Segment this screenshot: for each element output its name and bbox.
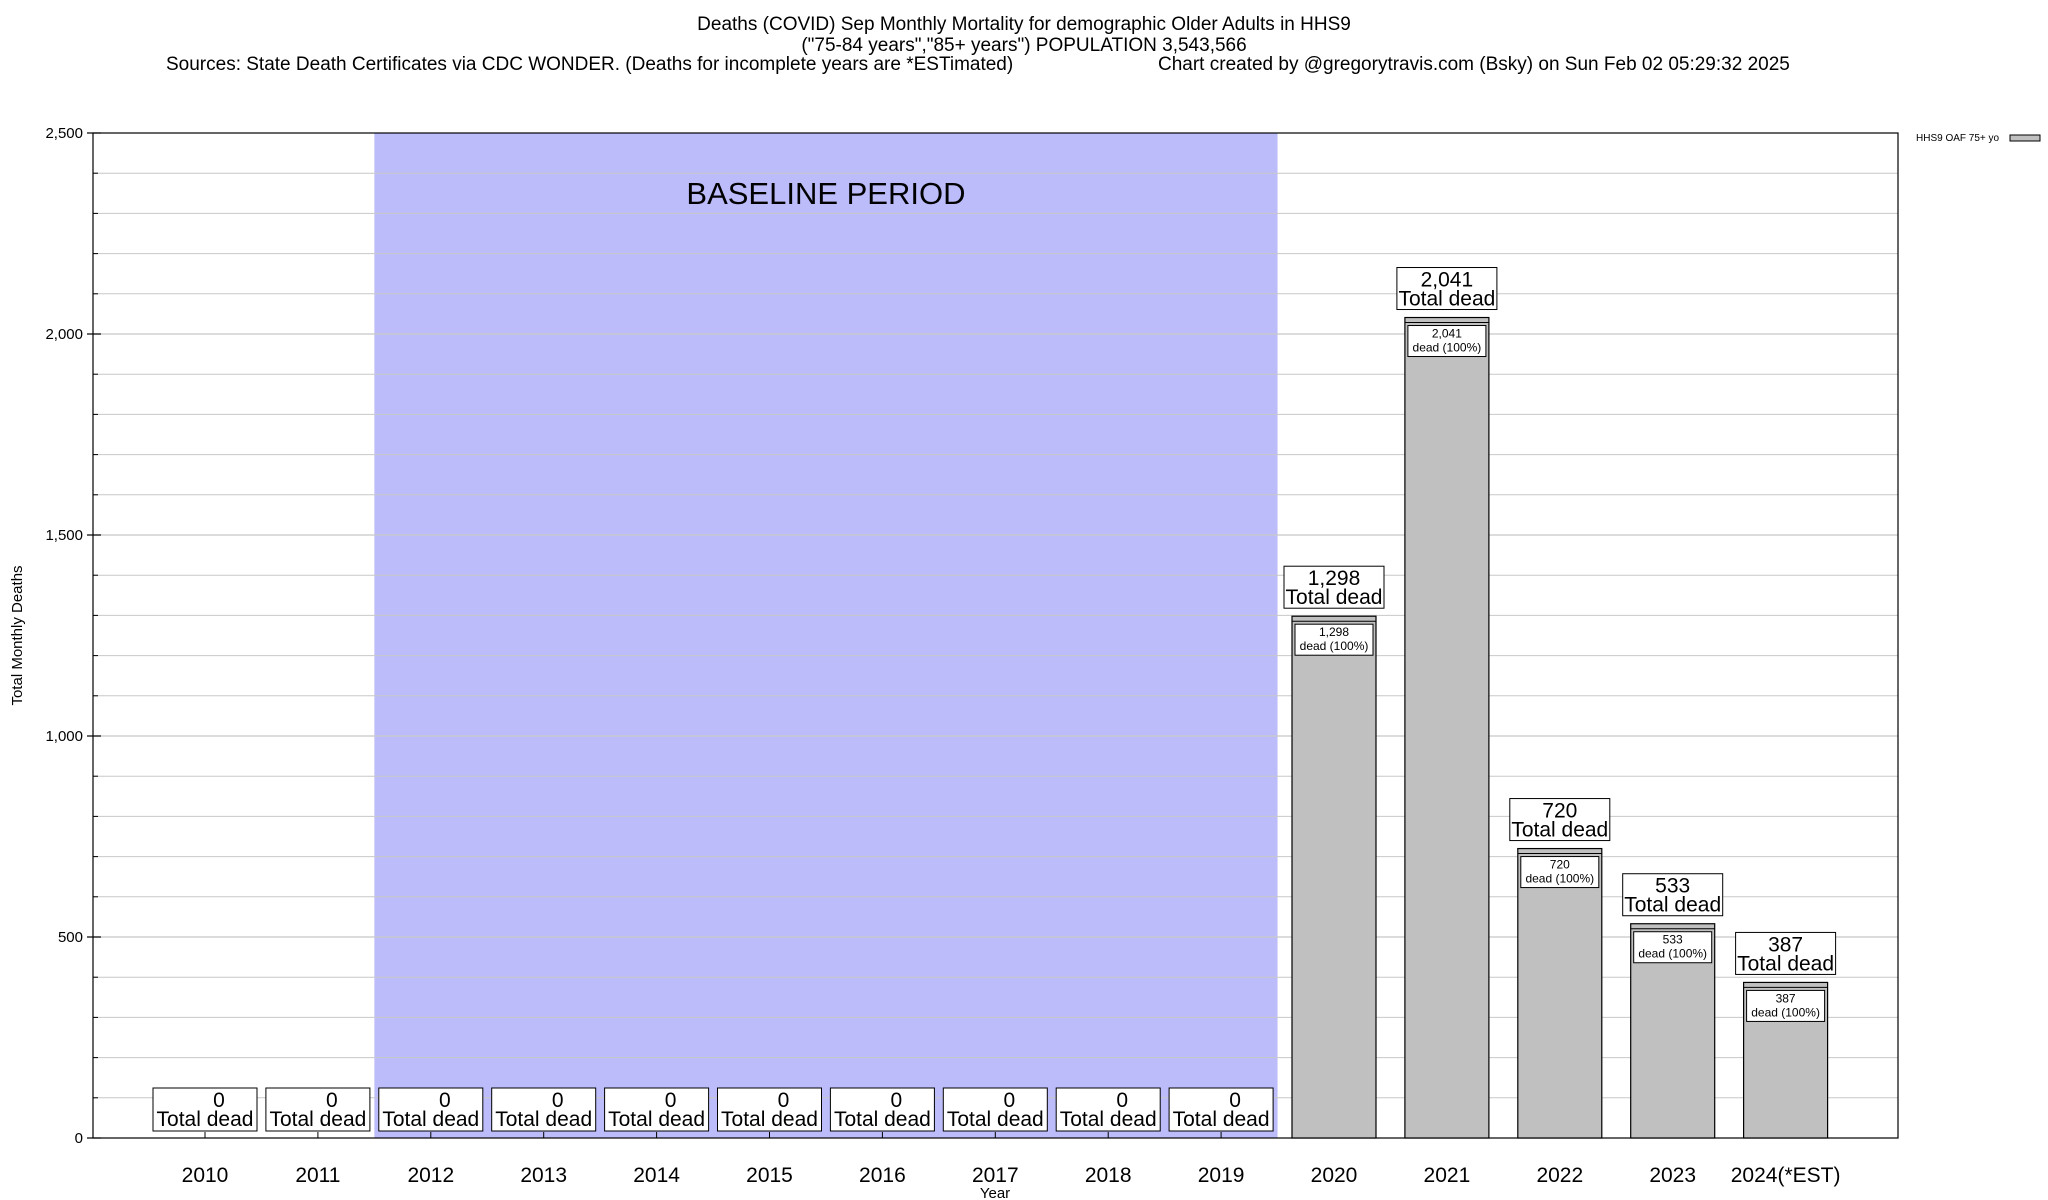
total-value-label: 0 — [665, 1089, 677, 1112]
segment-label-box — [1294, 623, 1374, 656]
total-caption-label: Total dead — [1286, 586, 1383, 609]
total-label-box — [265, 1087, 371, 1132]
bar — [1404, 316, 1490, 1139]
total-caption-label: Total dead — [382, 1108, 479, 1131]
x-tick-label: 2017 — [972, 1164, 1019, 1187]
total-value-label: 387 — [1768, 933, 1803, 956]
y-tick-label: 1,500 — [45, 527, 83, 544]
total-value-label: 720 — [1542, 800, 1577, 823]
total-label-box — [942, 1087, 1048, 1132]
segment-value-label: 2,041 — [1432, 327, 1462, 341]
total-caption-label: Total dead — [834, 1108, 931, 1131]
segment-value-label: 720 — [1550, 858, 1570, 872]
x-tick-label: 2022 — [1536, 1164, 1583, 1187]
total-label-box — [1055, 1087, 1161, 1132]
total-caption-label: Total dead — [1173, 1108, 1270, 1131]
total-value-label: 0 — [1116, 1089, 1128, 1112]
segment-value-label: 1,298 — [1319, 625, 1349, 639]
total-label-box — [491, 1087, 597, 1132]
total-caption-label: Total dead — [608, 1108, 705, 1131]
x-tick-label: 2016 — [859, 1164, 906, 1187]
x-tick-label: 2024(*EST) — [1731, 1164, 1841, 1187]
segment-label-box — [1633, 931, 1713, 964]
segment-caption-label: dead (100%) — [1525, 872, 1594, 886]
y-axis-label: Total Monthly Deaths — [9, 565, 26, 705]
total-value-label: 1,298 — [1308, 567, 1361, 590]
x-tick-label: 2010 — [182, 1164, 229, 1187]
segment-label-box — [1520, 856, 1600, 889]
legend-swatch — [2009, 134, 2041, 142]
total-label-box — [1283, 565, 1385, 609]
x-tick-label: 2020 — [1311, 1164, 1358, 1187]
total-value-label: 533 — [1655, 875, 1690, 898]
segment-caption-label: dead (100%) — [1751, 1005, 1820, 1019]
segment-caption-label: dead (100%) — [1638, 947, 1707, 961]
total-label-box — [717, 1087, 822, 1132]
segment-label-box — [1746, 989, 1826, 1022]
y-tick-label: 2,000 — [45, 326, 83, 343]
x-tick-label: 2019 — [1198, 1164, 1245, 1187]
total-value-label: 0 — [778, 1089, 790, 1112]
baseline-period-label: BASELINE PERIOD — [686, 176, 965, 211]
x-tick-label: 2023 — [1649, 1164, 1696, 1187]
x-axis-label: Year — [980, 1185, 1010, 1200]
total-label-box — [604, 1087, 710, 1132]
bar — [1291, 615, 1377, 1139]
total-label-box — [1168, 1087, 1274, 1132]
segment-label-box — [1407, 325, 1487, 358]
total-label-box — [378, 1087, 484, 1132]
total-value-label: 0 — [439, 1089, 451, 1112]
legend-entry-label: HHS9 OAF 75+ yo — [1916, 133, 2000, 144]
credit-text: Chart created by @gregorytravis.com (Bsk… — [1158, 54, 1790, 75]
total-caption-label: Total dead — [721, 1108, 818, 1131]
segment-caption-label: dead (100%) — [1413, 341, 1482, 355]
y-tick-label: 2,500 — [45, 125, 83, 142]
x-tick-label: 2015 — [746, 1164, 793, 1187]
x-tick-label: 2014 — [633, 1164, 680, 1187]
y-tick-label: 1,000 — [45, 728, 83, 745]
total-label-box — [1735, 931, 1837, 975]
segment-value-label: 533 — [1663, 933, 1683, 947]
x-tick-label: 2012 — [407, 1164, 454, 1187]
total-value-label: 0 — [213, 1089, 225, 1112]
total-label-box — [152, 1087, 258, 1132]
segment-caption-label: dead (100%) — [1300, 639, 1369, 653]
title-line-2: ("75-84 years","85+ years") POPULATION 3… — [801, 35, 1247, 56]
x-tick-label: 2011 — [295, 1164, 340, 1187]
total-value-label: 0 — [891, 1089, 903, 1112]
total-value-label: 0 — [1229, 1089, 1241, 1112]
total-label-box — [1509, 798, 1611, 842]
sources-text: Sources: State Death Certificates via CD… — [166, 54, 1014, 75]
chart-title: Deaths (COVID) Sep Monthly Mortality for… — [0, 14, 2048, 56]
y-tick-label: 500 — [58, 929, 83, 946]
total-value-label: 2,041 — [1421, 269, 1474, 292]
total-caption-label: Total dead — [495, 1108, 592, 1131]
total-label-box — [829, 1087, 935, 1132]
total-value-label: 0 — [552, 1089, 564, 1112]
total-caption-label: Total dead — [157, 1108, 254, 1131]
baseline-band — [374, 133, 1278, 1138]
title-line-1: Deaths (COVID) Sep Monthly Mortality for… — [697, 14, 1351, 35]
bar — [1517, 847, 1603, 1139]
y-tick-label: 0 — [75, 1130, 83, 1147]
total-value-label: 0 — [1003, 1089, 1015, 1112]
x-tick-label: 2013 — [520, 1164, 567, 1187]
total-caption-label: Total dead — [1060, 1108, 1157, 1131]
total-label-box — [1396, 267, 1498, 311]
total-value-label: 0 — [326, 1089, 338, 1112]
total-caption-label: Total dead — [1511, 819, 1608, 842]
total-caption-label: Total dead — [269, 1108, 366, 1131]
x-tick-label: 2021 — [1424, 1164, 1471, 1187]
total-caption-label: Total dead — [1624, 894, 1721, 917]
total-caption-label: Total dead — [1398, 288, 1495, 311]
x-tick-label: 2018 — [1085, 1164, 1132, 1187]
total-caption-label: Total dead — [947, 1108, 1044, 1131]
total-caption-label: Total dead — [1737, 952, 1834, 975]
segment-value-label: 387 — [1776, 991, 1796, 1005]
total-label-box — [1622, 873, 1724, 917]
